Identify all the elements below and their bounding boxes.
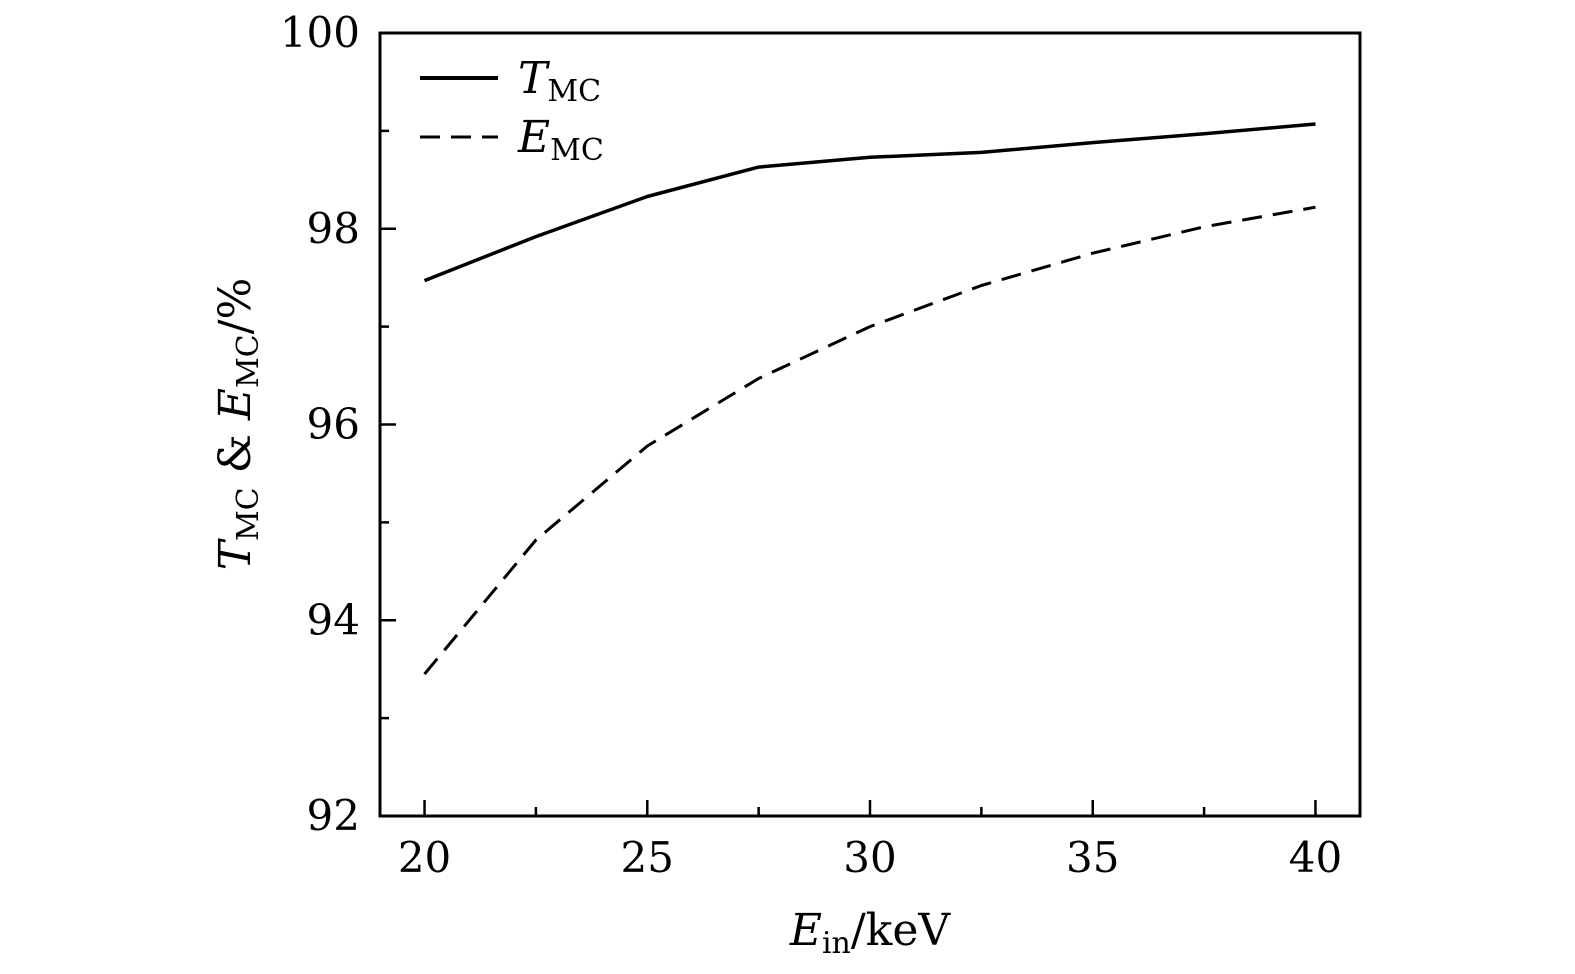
y-tick-label: 98 [307,204,360,253]
x-tick-label: 30 [843,833,896,882]
y-tick-label: 100 [280,8,360,57]
y-tick-label: 92 [307,791,360,840]
series-line-e-mc [423,205,1316,676]
series-line-t-mc [423,122,1316,283]
legend: TMC EMC [420,53,604,168]
y-tick-label: 96 [307,400,360,449]
y-axis-label: TMC & EMC/% [210,278,266,571]
series-lines [423,122,1316,676]
y-tick-label: 94 [307,595,360,644]
x-tick-label: 20 [398,833,451,882]
x-tick-label: 40 [1289,833,1342,882]
legend-label-t-mc: TMC [518,53,601,109]
legend-label-e-mc: EMC [517,112,604,168]
axis-ticks [380,31,1317,818]
x-tick-label: 25 [621,833,674,882]
x-tick-label: 35 [1066,833,1119,882]
axis-tick-labels: 20 25 30 35 40 92 94 96 98 100 [280,8,1342,882]
x-axis-label: Ein/keV [789,905,952,961]
